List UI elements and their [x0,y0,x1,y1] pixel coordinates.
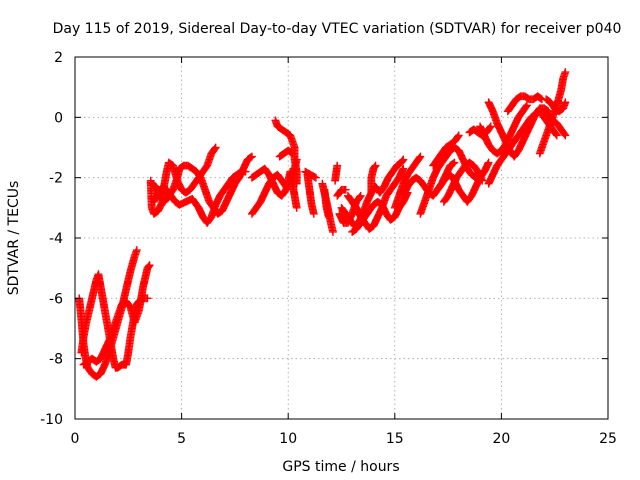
data-point [355,193,364,201]
y-tick-label: 2 [54,50,63,66]
data-point [143,294,152,303]
x-tick-label: 0 [71,431,80,447]
data-point [246,153,255,162]
data-points [75,68,570,381]
axis-ticks [74,56,609,420]
data-point [560,130,569,139]
data-point [454,132,462,141]
data-point [329,228,337,236]
x-tick-label: 20 [492,431,510,447]
data-point [288,149,297,158]
y-axis-label: SDTVAR / TECUs [6,181,22,296]
y-tick-label: -2 [49,171,63,187]
data-point [399,155,408,164]
data-point [371,161,380,170]
x-axis-label: GPS time / hours [282,459,399,475]
data-point [450,158,459,167]
data-point [145,262,153,271]
data-point [454,131,463,140]
data-point [248,152,256,161]
data-point [211,143,220,152]
data-point [324,212,333,221]
data-point [536,94,545,103]
data-point [132,246,141,254]
x-tick-label: 25 [599,431,617,447]
data-point [210,144,219,153]
x-tick-label: 10 [279,431,297,447]
data-point [310,173,319,181]
data-point [309,209,318,218]
data-point [292,203,301,212]
data-point [292,179,301,188]
x-tick-labels: 0 5 10 15 20 25 [71,431,617,447]
y-tick-label: 0 [54,110,63,126]
data-point [449,159,458,168]
data-point [145,261,154,270]
data-point [241,167,250,176]
data-point [312,173,320,182]
data-point [341,185,350,194]
data-point [561,131,570,140]
data-point [484,158,493,167]
data-point [356,191,365,200]
grid-lines [75,57,608,419]
data-point [333,161,342,170]
data-point [399,164,408,173]
data-point [415,153,424,162]
y-tick-label: -10 [40,412,63,428]
data-point [522,102,531,111]
data-point [552,130,560,139]
data-point [561,68,570,76]
data-point [416,152,425,161]
data-point [486,122,495,131]
chart-title: Day 115 of 2019, Sidereal Day-to-day VTE… [53,21,622,37]
data-point [478,176,487,185]
data-point [371,162,379,171]
y-tick-labels: -10 -8 -6 -4 -2 0 2 [40,50,63,428]
data-point [398,156,407,165]
y-tick-label: -8 [49,352,63,368]
y-tick-label: -6 [49,291,63,307]
data-point [485,123,494,132]
data-point [552,131,561,140]
x-tick-label: 15 [386,431,404,447]
data-point [287,148,296,157]
data-point [561,98,570,107]
y-tick-label: -4 [49,231,63,247]
data-point [523,101,531,110]
x-tick-label: 5 [177,431,186,447]
